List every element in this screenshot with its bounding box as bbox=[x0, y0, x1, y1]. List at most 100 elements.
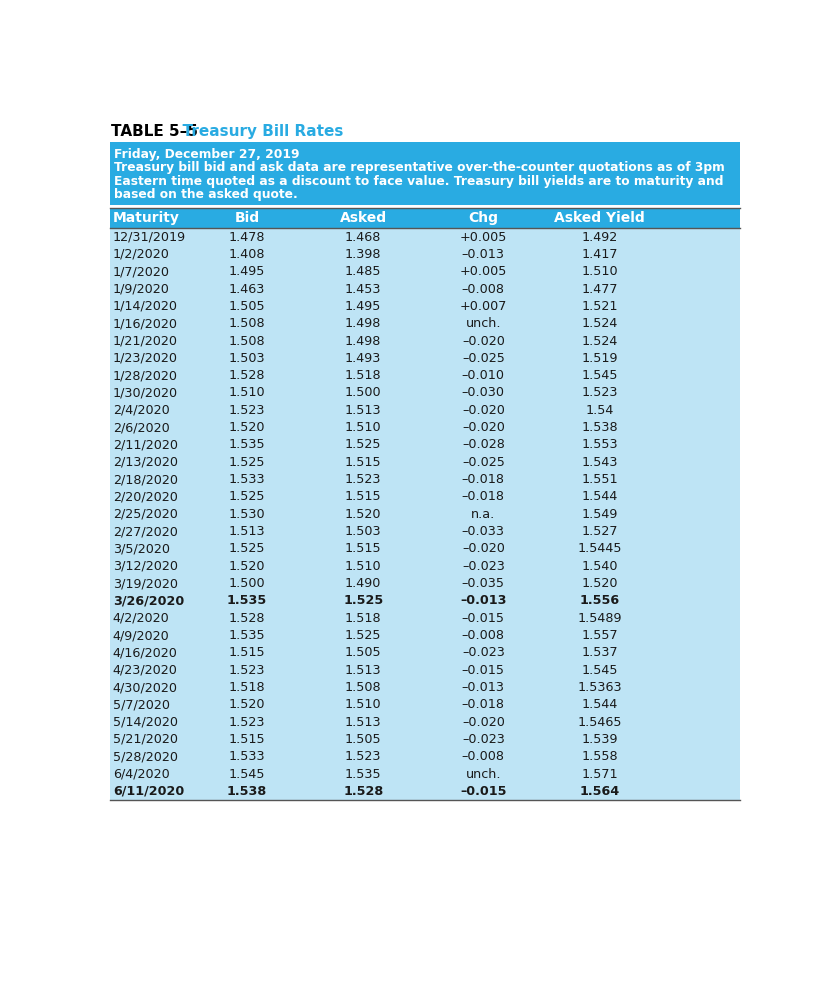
Text: 1.545: 1.545 bbox=[580, 663, 617, 676]
Text: 1.564: 1.564 bbox=[579, 785, 619, 798]
Text: 1.463: 1.463 bbox=[229, 282, 265, 295]
Text: 1.5445: 1.5445 bbox=[576, 543, 621, 556]
Text: 1.513: 1.513 bbox=[229, 525, 265, 538]
Text: 1.523: 1.523 bbox=[229, 716, 265, 729]
Text: 1.493: 1.493 bbox=[344, 352, 381, 365]
Text: 1.503: 1.503 bbox=[229, 352, 265, 365]
Text: 1.398: 1.398 bbox=[344, 248, 381, 261]
Text: 1.525: 1.525 bbox=[343, 594, 383, 607]
Text: 1.520: 1.520 bbox=[344, 508, 381, 521]
Text: –0.008: –0.008 bbox=[461, 629, 504, 642]
Text: 1.510: 1.510 bbox=[344, 421, 381, 434]
Text: 1.523: 1.523 bbox=[229, 404, 265, 417]
Text: 1.535: 1.535 bbox=[344, 768, 381, 781]
Text: –0.028: –0.028 bbox=[461, 438, 504, 451]
Text: –0.020: –0.020 bbox=[461, 421, 504, 434]
Text: 1.518: 1.518 bbox=[229, 681, 265, 694]
Text: –0.018: –0.018 bbox=[461, 698, 504, 712]
Text: 1.543: 1.543 bbox=[580, 456, 617, 468]
Text: 1.538: 1.538 bbox=[580, 421, 617, 434]
Text: 2/20/2020: 2/20/2020 bbox=[113, 490, 177, 504]
Text: 1.528: 1.528 bbox=[229, 369, 265, 382]
Text: 1.544: 1.544 bbox=[580, 698, 617, 712]
Text: 2/27/2020: 2/27/2020 bbox=[113, 525, 177, 538]
Text: 1.500: 1.500 bbox=[229, 577, 265, 590]
Text: Asked Yield: Asked Yield bbox=[554, 211, 644, 225]
Text: 1.523: 1.523 bbox=[229, 663, 265, 676]
Text: 2/25/2020: 2/25/2020 bbox=[113, 508, 177, 521]
Text: 3/19/2020: 3/19/2020 bbox=[113, 577, 178, 590]
Text: 1.513: 1.513 bbox=[344, 404, 381, 417]
Text: 1.490: 1.490 bbox=[344, 577, 381, 590]
Bar bbox=[109, 142, 739, 205]
Text: Treasury bill bid and ask data are representative over-the-counter quotations as: Treasury bill bid and ask data are repre… bbox=[114, 162, 724, 175]
Text: 1.540: 1.540 bbox=[580, 560, 617, 573]
Text: 1.523: 1.523 bbox=[580, 387, 617, 399]
Text: 6/4/2020: 6/4/2020 bbox=[113, 768, 170, 781]
Text: 1.535: 1.535 bbox=[229, 438, 265, 451]
Text: 1.5363: 1.5363 bbox=[576, 681, 621, 694]
Text: –0.020: –0.020 bbox=[461, 716, 504, 729]
Text: 1/14/2020: 1/14/2020 bbox=[113, 299, 178, 313]
Text: 4/16/2020: 4/16/2020 bbox=[113, 646, 177, 659]
Text: 1.537: 1.537 bbox=[580, 646, 617, 659]
Text: 1.515: 1.515 bbox=[344, 456, 381, 468]
Text: 1.519: 1.519 bbox=[580, 352, 617, 365]
Text: 2/6/2020: 2/6/2020 bbox=[113, 421, 170, 434]
Text: 1.520: 1.520 bbox=[229, 421, 265, 434]
Text: 5/14/2020: 5/14/2020 bbox=[113, 716, 178, 729]
Text: 1.523: 1.523 bbox=[344, 473, 381, 486]
Text: 3/5/2020: 3/5/2020 bbox=[113, 543, 170, 556]
Text: TABLE 5–5: TABLE 5–5 bbox=[111, 124, 198, 139]
Text: +0.005: +0.005 bbox=[460, 265, 507, 278]
Text: 1.557: 1.557 bbox=[580, 629, 617, 642]
Bar bbox=[109, 208, 739, 228]
Text: 1/28/2020: 1/28/2020 bbox=[113, 369, 178, 382]
Text: 1.477: 1.477 bbox=[580, 282, 617, 295]
Text: 4/2/2020: 4/2/2020 bbox=[113, 612, 170, 625]
Text: 1/7/2020: 1/7/2020 bbox=[113, 265, 170, 278]
Text: Chg: Chg bbox=[468, 211, 498, 225]
Text: –0.015: –0.015 bbox=[461, 612, 504, 625]
Text: 1.538: 1.538 bbox=[227, 785, 267, 798]
Text: 1.524: 1.524 bbox=[580, 318, 617, 331]
Text: 1.523: 1.523 bbox=[344, 751, 381, 764]
Text: 1.545: 1.545 bbox=[229, 768, 265, 781]
Text: 1.495: 1.495 bbox=[344, 299, 381, 313]
Text: 1.525: 1.525 bbox=[229, 543, 265, 556]
Text: 1/21/2020: 1/21/2020 bbox=[113, 335, 178, 348]
Text: 2/13/2020: 2/13/2020 bbox=[113, 456, 178, 468]
Text: –0.013: –0.013 bbox=[460, 594, 506, 607]
Text: –0.018: –0.018 bbox=[461, 490, 504, 504]
Text: 1.508: 1.508 bbox=[229, 318, 265, 331]
Text: 5/7/2020: 5/7/2020 bbox=[113, 698, 170, 712]
Text: –0.013: –0.013 bbox=[461, 681, 504, 694]
Text: –0.035: –0.035 bbox=[461, 577, 504, 590]
Text: Asked: Asked bbox=[339, 211, 387, 225]
Text: 1.551: 1.551 bbox=[580, 473, 617, 486]
Text: 1.510: 1.510 bbox=[229, 387, 265, 399]
Text: 1.5465: 1.5465 bbox=[576, 716, 621, 729]
Text: 1.549: 1.549 bbox=[580, 508, 617, 521]
Text: 1.544: 1.544 bbox=[580, 490, 617, 504]
Text: 2/4/2020: 2/4/2020 bbox=[113, 404, 170, 417]
Text: 1/30/2020: 1/30/2020 bbox=[113, 387, 178, 399]
Text: 1.525: 1.525 bbox=[344, 438, 381, 451]
Text: –0.020: –0.020 bbox=[461, 543, 504, 556]
Text: 1.510: 1.510 bbox=[344, 698, 381, 712]
Text: 4/30/2020: 4/30/2020 bbox=[113, 681, 178, 694]
Text: 1/9/2020: 1/9/2020 bbox=[113, 282, 170, 295]
Text: 1.533: 1.533 bbox=[229, 751, 265, 764]
Text: 1.539: 1.539 bbox=[580, 733, 617, 746]
Text: –0.010: –0.010 bbox=[461, 369, 504, 382]
Text: –0.025: –0.025 bbox=[461, 352, 504, 365]
Text: 1.498: 1.498 bbox=[344, 335, 381, 348]
Text: 1.525: 1.525 bbox=[229, 456, 265, 468]
Text: Friday, December 27, 2019: Friday, December 27, 2019 bbox=[114, 149, 300, 162]
Text: 1.535: 1.535 bbox=[227, 594, 267, 607]
Text: 1.535: 1.535 bbox=[229, 629, 265, 642]
Text: 1.453: 1.453 bbox=[344, 282, 381, 295]
Text: 1.513: 1.513 bbox=[344, 716, 381, 729]
Text: 1.518: 1.518 bbox=[344, 612, 381, 625]
Text: 1.508: 1.508 bbox=[229, 335, 265, 348]
